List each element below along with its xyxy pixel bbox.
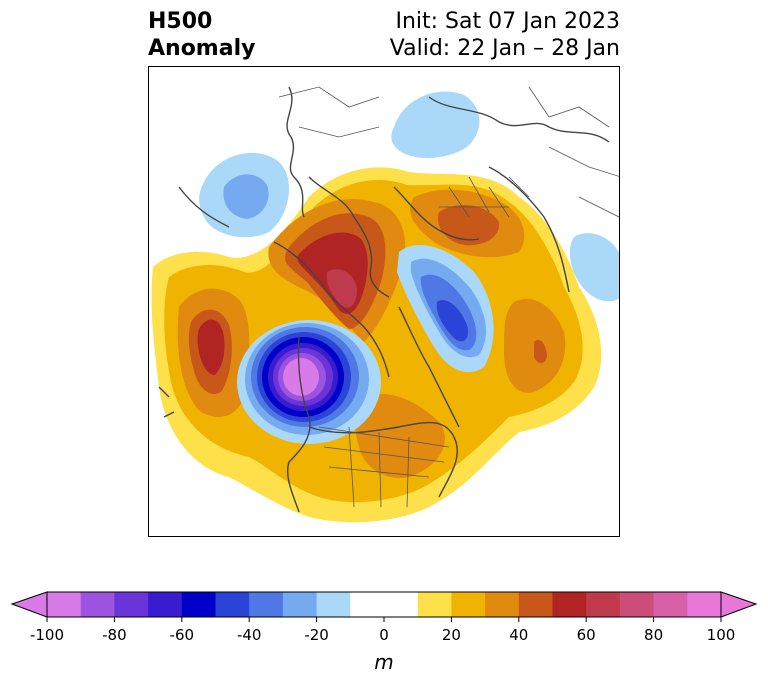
colorbar (10, 591, 758, 622)
map-subtitle: Init: Sat 07 Jan 2023 Valid: 22 Jan – 28… (390, 8, 620, 62)
anomaly-40m-region-us (354, 393, 445, 478)
colorbar-cell (316, 592, 351, 617)
colorbar-cell (114, 592, 149, 617)
colorbar-cell (518, 592, 553, 617)
title-type: Anomaly (148, 36, 256, 61)
colorbar-cell (417, 592, 452, 617)
valid-range: Valid: 22 Jan – 28 Jan (389, 36, 620, 61)
colorbar-cell (619, 592, 655, 617)
country-borders (278, 86, 619, 508)
anomaly-negative-asia (569, 233, 619, 302)
colorbar-cell (451, 592, 486, 617)
coastlines (158, 86, 610, 513)
colorbar-tick-label: 40 (509, 626, 529, 644)
colorbar-cell (148, 592, 183, 617)
colorbar-tick-label: -100 (29, 626, 65, 644)
init-date: Init: Sat 07 Jan 2023 (395, 9, 620, 34)
colorbar-cell (181, 592, 216, 617)
colorbar-cell (350, 592, 385, 617)
colorbar-cell (282, 592, 318, 617)
anomaly-60m-core-siberia (437, 204, 500, 246)
colorbar-ticks (46, 617, 722, 622)
title-variable: H500 (148, 9, 213, 34)
colorbar-tick-label: 0 (379, 626, 389, 644)
trough-100m (283, 358, 319, 396)
colorbar-tick-label: 20 (441, 626, 461, 644)
colorbar-cell (249, 592, 284, 617)
colorbar-cell (687, 592, 722, 617)
anomaly-60m-core-atlantic (534, 339, 547, 363)
colorbar-tick-label: -80 (102, 626, 127, 644)
anomaly-80m-core-pacific (197, 319, 225, 375)
colorbar-cell (80, 592, 115, 617)
colorbar-tick-label: 100 (706, 626, 736, 644)
colorbar-cell (215, 592, 250, 617)
colorbar-max-arrow (720, 591, 758, 618)
colorbar-cell (384, 592, 419, 617)
colorbar-tick-label: 60 (576, 626, 596, 644)
map-title: H500 Anomaly (148, 8, 255, 62)
anomaly-100m-core-canada (326, 269, 357, 308)
colorbar-tick-label: -20 (304, 626, 329, 644)
colorbar-cell (586, 592, 621, 617)
colorbar-cell (653, 592, 688, 617)
colorbar-min-arrow (10, 591, 48, 618)
anomaly-map (148, 66, 620, 537)
colorbar-tick-label: 80 (644, 626, 664, 644)
colorbar-cell (552, 592, 587, 617)
colorbar-tick-label: -40 (236, 626, 262, 644)
colorbar-cell (485, 592, 520, 617)
map-canvas (151, 86, 619, 523)
anomaly-negative-pacific-inner (223, 174, 269, 219)
colorbar-unit: m (374, 650, 394, 674)
colorbar-cell (47, 592, 82, 617)
colorbar-cells (47, 592, 722, 617)
anomaly-negative-greenland-inner (436, 300, 469, 342)
colorbar-tick-label: -60 (169, 626, 195, 644)
